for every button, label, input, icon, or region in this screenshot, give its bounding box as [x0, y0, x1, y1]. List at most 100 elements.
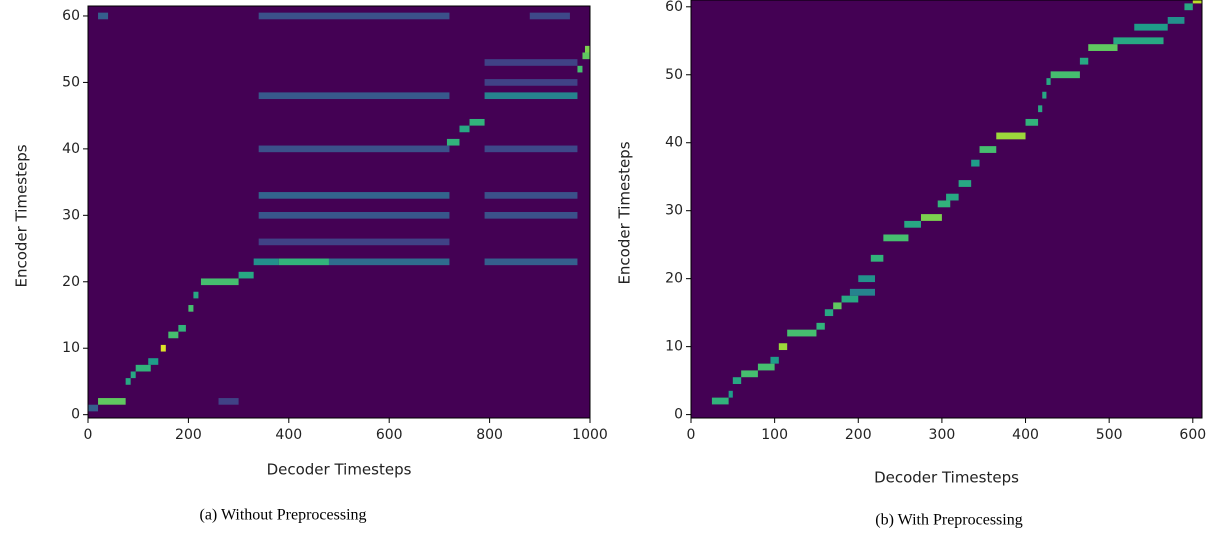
heat-cell	[484, 79, 578, 86]
x-tick-label: 400	[275, 427, 302, 443]
heat-cell	[1192, 0, 1202, 4]
heat-cell	[218, 398, 239, 405]
heat-cell	[849, 288, 875, 296]
heat-cell	[996, 132, 1026, 140]
x-tick-label: 1000	[572, 427, 608, 443]
plot-background	[691, 0, 1202, 418]
heat-cell	[582, 52, 590, 60]
x-tick-label: 0	[84, 427, 93, 443]
x-tick-label: 500	[1096, 427, 1123, 443]
heat-cell	[98, 12, 109, 20]
heat-cell	[160, 344, 166, 352]
heat-cell	[484, 145, 578, 153]
heat-cell	[258, 145, 450, 153]
heat-cell	[484, 92, 578, 100]
heat-cell	[770, 356, 779, 364]
heat-cell	[920, 214, 942, 221]
heat-cell	[577, 65, 583, 73]
heat-cell	[98, 398, 126, 405]
heat-cell	[841, 295, 859, 303]
heat-cell	[484, 192, 578, 199]
heat-cell	[711, 397, 729, 405]
y-tick-label: 30	[665, 203, 683, 219]
heat-cell	[484, 59, 578, 66]
heat-cell	[446, 138, 460, 146]
y-tick-label: 20	[665, 271, 683, 287]
x-tick-label: 800	[476, 427, 503, 443]
heat-cell	[858, 275, 875, 283]
heat-cell	[971, 159, 980, 167]
y-tick-label: 20	[62, 274, 80, 290]
y-tick-label: 40	[62, 141, 80, 157]
heat-cell	[253, 258, 279, 266]
heat-cell	[778, 343, 788, 351]
heat-cell	[258, 212, 450, 219]
heat-cell	[469, 118, 485, 126]
y-axis-label: Encoder Timesteps	[13, 144, 31, 287]
y-tick-label: 0	[71, 407, 80, 423]
heat-cell	[824, 309, 834, 317]
x-axis-label: Decoder Timesteps	[267, 461, 412, 479]
heat-cell	[883, 234, 909, 242]
heat-cell	[258, 238, 450, 246]
heat-cell	[904, 220, 921, 228]
y-axis-label: Encoder Timesteps	[616, 141, 634, 284]
heat-cell	[188, 305, 194, 312]
heat-cell	[787, 329, 817, 337]
heat-cell	[816, 322, 825, 330]
x-tick-label: 600	[1179, 427, 1206, 443]
heat-cell	[484, 212, 578, 219]
heat-cell	[459, 125, 470, 133]
x-tick-label: 200	[845, 427, 872, 443]
heat-cell	[130, 371, 136, 379]
y-tick-label: 0	[674, 407, 683, 423]
heat-cell	[1025, 118, 1039, 126]
heat-cell	[1042, 91, 1047, 99]
heat-cell	[1184, 3, 1193, 11]
heat-cell	[125, 378, 131, 385]
heat-cell	[833, 302, 842, 310]
heat-cell	[258, 192, 450, 199]
x-tick-label: 300	[929, 427, 956, 443]
heat-cell	[168, 331, 179, 339]
y-tick-label: 60	[665, 0, 683, 15]
y-tick-label: 60	[62, 8, 80, 24]
heat-cell	[1134, 23, 1168, 31]
heat-cell	[937, 200, 951, 208]
y-tick-label: 40	[665, 135, 683, 151]
y-tick-label: 30	[62, 207, 80, 223]
heat-cell	[757, 363, 775, 371]
plot-frame	[87, 5, 591, 419]
caption: (b) With Preprocessing	[875, 512, 1022, 529]
heat-cell	[278, 258, 329, 266]
heat-cell	[1079, 57, 1089, 65]
y-tick-label: 10	[62, 340, 80, 356]
plot-frame	[690, 0, 1203, 419]
y-tick-label: 10	[665, 339, 683, 355]
x-tick-label: 0	[687, 427, 696, 443]
x-tick-label: 100	[761, 427, 788, 443]
heat-cell	[946, 193, 959, 201]
x-tick-label: 400	[1012, 427, 1039, 443]
heat-cell	[238, 271, 254, 279]
heat-cell	[135, 364, 151, 372]
heat-cell	[728, 390, 733, 398]
heat-cell	[200, 278, 239, 286]
heat-cell	[328, 258, 450, 266]
heat-cell	[529, 12, 570, 20]
heat-cell	[958, 180, 972, 187]
heat-cell	[1167, 16, 1185, 24]
caption: (a) Without Preprocessing	[199, 507, 366, 524]
heat-cell	[484, 258, 578, 266]
x-tick-label: 200	[175, 427, 202, 443]
heat-cell	[1050, 71, 1080, 79]
heat-cell	[258, 92, 450, 100]
heat-cell	[870, 254, 884, 262]
heat-cell	[1046, 78, 1051, 85]
heat-cell	[1038, 105, 1043, 113]
heat-cell	[732, 377, 742, 385]
heat-cell	[258, 12, 450, 20]
y-tick-label: 50	[62, 74, 80, 90]
x-tick-label: 600	[376, 427, 403, 443]
